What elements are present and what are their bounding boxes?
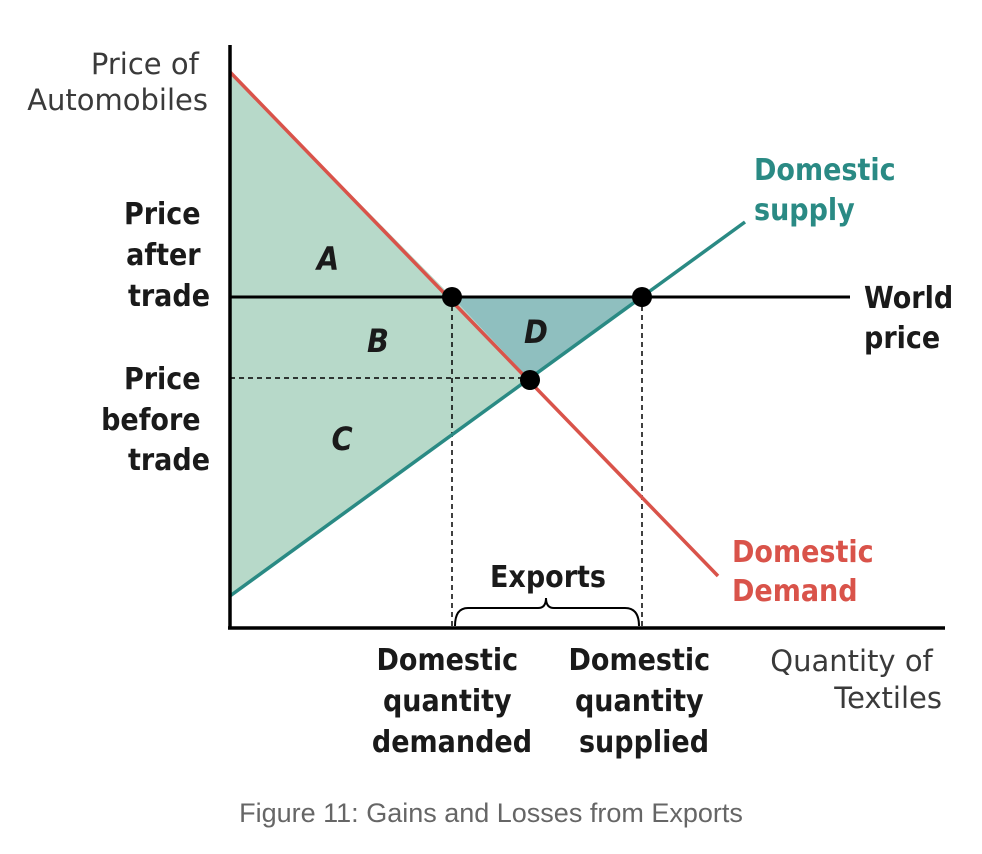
y-axis-label-line-2: Automobiles — [27, 83, 208, 117]
supply-label-line-2: supply — [754, 193, 855, 228]
exports-bracket — [454, 597, 640, 627]
demand-world-price-point — [442, 287, 462, 307]
world-price-label-line-1: World — [864, 281, 953, 316]
supply-label-line-1: Domestic — [754, 153, 896, 188]
world-price-label-line-2: price — [864, 321, 940, 356]
price-before-trade-line-3: trade — [128, 443, 210, 478]
supply-curve — [228, 220, 747, 598]
x-axis-label-line-1: Quantity of — [770, 644, 933, 678]
region-below-world-price — [230, 297, 530, 596]
supply-world-price-point — [632, 287, 652, 307]
x-axis-label: Quantity of Textiles — [770, 644, 942, 715]
area-b-label: B — [367, 322, 389, 360]
region-d — [452, 297, 642, 380]
demand-label-line-2: Demand — [732, 574, 858, 609]
quantity-supplied-label: Domestic quantity supplied — [569, 643, 720, 760]
quantity-supplied-line-3: supplied — [579, 725, 709, 760]
quantity-supplied-line-2: quantity — [575, 684, 704, 719]
area-d-label: D — [524, 313, 548, 351]
area-c-label: C — [331, 420, 352, 458]
demand-label: Domestic Demand — [732, 535, 883, 609]
supply-label: Domestic supply — [754, 153, 905, 228]
x-axis-label-line-2: Textiles — [833, 681, 942, 715]
y-axis-label: Price of Automobiles — [27, 47, 208, 117]
exports-label: Exports — [490, 560, 606, 595]
price-after-trade-line-3: trade — [128, 279, 210, 314]
quantity-demanded-line-3: demanded — [372, 725, 532, 760]
figure-caption: Figure 11: Gains and Losses from Exports — [239, 798, 743, 828]
price-before-trade-label: Price before trade — [101, 362, 210, 478]
demand-curve — [228, 70, 720, 578]
price-after-trade-label: Price after trade — [124, 197, 210, 314]
quantity-supplied-line-1: Domestic — [569, 643, 711, 678]
area-a-label: A — [315, 240, 339, 278]
price-before-trade-line-1: Price — [124, 362, 201, 397]
quantity-demanded-line-2: quantity — [383, 684, 512, 719]
world-price-label: World price — [864, 281, 963, 356]
y-axis-label-line-1: Price of — [91, 47, 200, 81]
price-after-trade-line-1: Price — [124, 197, 201, 232]
demand-label-line-1: Domestic — [732, 535, 874, 570]
price-after-trade-line-2: after — [126, 238, 201, 273]
price-before-trade-line-2: before — [101, 403, 201, 438]
quantity-demanded-label: Domestic quantity demanded — [372, 643, 532, 760]
equilibrium-point — [520, 370, 540, 390]
quantity-demanded-line-1: Domestic — [377, 643, 519, 678]
